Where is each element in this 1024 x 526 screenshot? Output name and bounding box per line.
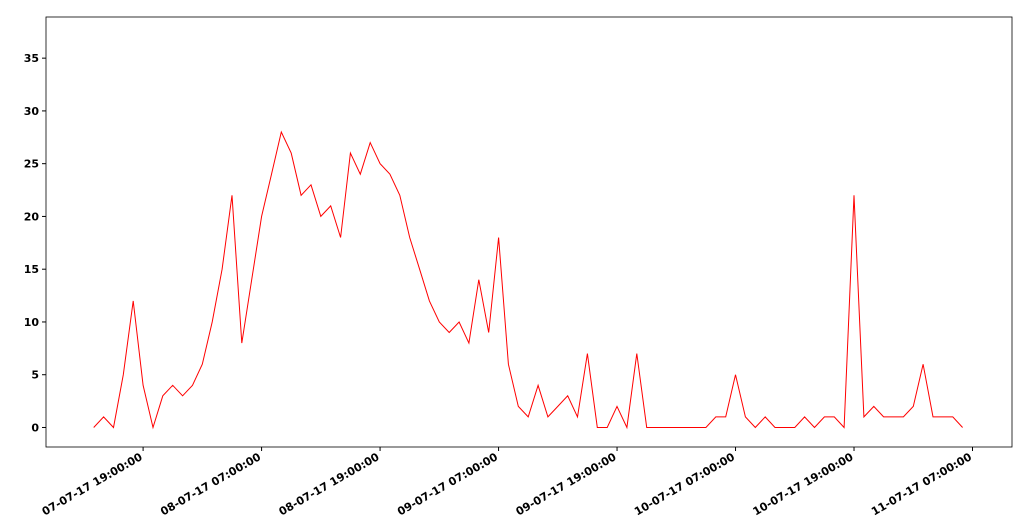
- y-tick-label: 10: [24, 316, 40, 329]
- y-tick-label: 0: [31, 421, 39, 434]
- x-tick-label: 11-07-17 07:00:00: [869, 450, 974, 518]
- y-tick-label: 25: [24, 158, 39, 171]
- y-tick-label: 5: [31, 369, 39, 382]
- x-tick-label: 10-07-17 07:00:00: [632, 450, 737, 518]
- data-line: [93, 130, 963, 430]
- y-tick-label: 30: [24, 105, 40, 118]
- x-tick-label: 09-07-17 07:00:00: [395, 450, 500, 518]
- x-tick-label: 08-07-17 19:00:00: [277, 450, 382, 518]
- x-tick-label: 09-07-17 19:00:00: [514, 450, 619, 518]
- y-tick-label: 20: [24, 210, 40, 223]
- y-tick-label: 35: [24, 52, 39, 65]
- x-tick-label: 07-07-17 19:00:00: [40, 450, 145, 518]
- x-tick-label: 10-07-17 19:00:00: [751, 450, 856, 518]
- y-tick-label: 15: [24, 263, 39, 276]
- x-tick-label: 08-07-17 07:00:00: [158, 450, 263, 518]
- plot-frame: [45, 16, 1013, 448]
